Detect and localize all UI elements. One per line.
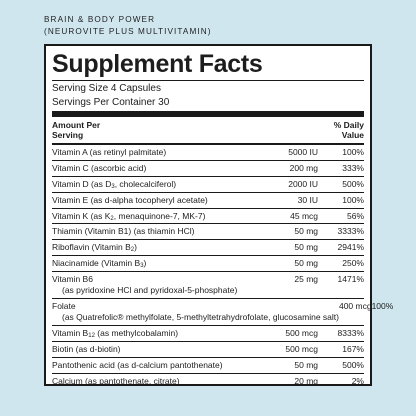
column-header: Amount Per Serving % Daily Value [52, 117, 364, 145]
product-name: (NEUROVITE PLUS MULTIVITAMIN) [44, 27, 212, 36]
nutrient-amount: 500 mcg [285, 328, 318, 339]
nutrient-daily-value: 100% [342, 146, 364, 157]
nutrient-row: Biotin (as d-biotin) 500 mcg 167% [52, 342, 364, 358]
nutrient-amount: 45 mcg [290, 210, 318, 221]
nutrient-row: Folate (as Quatrefolic® methylfolate, 5-m… [52, 299, 393, 327]
nutrient-label: Vitamin B6 [52, 274, 93, 285]
nutrient-daily-value: 3333% [337, 226, 364, 237]
nutrient-row: Calcium (as pantothenate, citrate) 20 mg 2… [52, 374, 364, 390]
thick-divider [52, 111, 364, 117]
nutrient-name: Niacinamide (Vitamin B3) [52, 258, 266, 269]
nutrient-label: Vitamin E (as d-alpha tocopheryl acetate… [52, 194, 208, 205]
nutrient-label: Pantothenic acid (as d-calcium pantothen… [52, 359, 223, 370]
brand-name: BRAIN & BODY POWER [44, 15, 156, 24]
nutrient-amount: 200 mg [289, 162, 318, 173]
nutrient-row: Vitamin A (as retinyl palmitate) 5000 IU 1… [52, 145, 364, 161]
nutrient-label: Vitamin A (as retinyl palmitate) [52, 146, 167, 157]
servings-per-container: Servings Per Container 30 [52, 96, 170, 108]
nutrient-row: Vitamin E (as d-alpha tocopheryl acetate… [52, 193, 364, 209]
panel-title: Supplement Facts [52, 49, 364, 81]
nutrient-daily-value: 2941% [337, 242, 364, 253]
nutrient-name: Biotin (as d-biotin) [52, 344, 266, 355]
nutrient-daily-value: 1471% [337, 274, 364, 285]
nutrient-row: Riboflavin (Vitamin B2) 50 mg 2941% [52, 240, 364, 257]
nutrient-label: Vitamin D (as D3, cholecalciferol) [52, 178, 177, 190]
nutrient-amount: 50 mg [294, 242, 318, 253]
nutrient-row: Vitamin D (as D3, cholecalciferol) 2000 I… [52, 177, 364, 193]
nutrient-row: Niacinamide (Vitamin B3) 50 mg 250% [52, 256, 364, 273]
nutrient-row: Pantothenic acid (as d-calcium pantothen… [52, 358, 364, 374]
nutrient-amount: 5000 IU [288, 146, 318, 157]
nutrient-amount: 20 mg [294, 376, 318, 387]
nutrient-name: Vitamin C (ascorbic acid) [52, 163, 266, 174]
nutrient-name: Vitamin D (as D3, cholecalciferol) [52, 179, 266, 190]
supplement-facts-panel: Supplement Facts Serving Size 4 Capsules… [44, 44, 393, 386]
amount-header: Amount Per Serving [52, 120, 101, 140]
nutrient-daily-value: 100% [371, 301, 394, 312]
nutrient-name: Vitamin B12 (as methylcobalamin) [52, 328, 266, 339]
nutrient-source: (as pyridoxine HCl and pyridoxal-5-phosp… [62, 285, 238, 296]
nutrient-name: Vitamin E (as d-alpha tocopheryl acetate… [52, 195, 266, 206]
nutrient-daily-value: 2% [351, 376, 364, 387]
nutrient-row: Vitamin C (ascorbic acid) 200 mg 333% [52, 161, 364, 177]
nutrient-label: Biotin (as d-biotin) [52, 343, 121, 354]
nutrient-daily-value: 333% [342, 162, 364, 173]
nutrient-daily-value: 250% [342, 258, 364, 269]
nutrient-daily-value: 8333% [337, 328, 364, 339]
nutrient-amount: 25 mg [294, 274, 318, 285]
daily-value-header: % Daily Value [333, 120, 364, 140]
nutrient-amount: 30 IU [297, 194, 318, 205]
nutrient-row: Thiamin (Vitamin B1) (as thiamin HCl) 50 … [52, 224, 364, 241]
nutrient-amount: 50 mg [294, 226, 318, 237]
nutrient-name: Vitamin A (as retinyl palmitate) [52, 147, 266, 158]
brand-header: BRAIN & BODY POWER (NEUROVITE PLUS MULTI… [44, 14, 212, 38]
nutrient-amount: 500 mcg [285, 343, 318, 354]
nutrient-daily-value: 100% [342, 194, 364, 205]
serving-size: Serving Size 4 Capsules [52, 83, 161, 94]
nutrient-daily-value: 500% [342, 178, 364, 189]
nutrient-row: Vitamin K (as K2, menaquinone-7, MK-7) 45… [52, 209, 364, 225]
nutrient-label: Niacinamide (Vitamin B3) [52, 258, 147, 270]
nutrient-name: Calcium (as pantothenate, citrate) [52, 376, 266, 387]
nutrient-label: Riboflavin (Vitamin B2) [52, 242, 137, 254]
nutrient-name: Folate (as Quatrefolic® methylfolate, 5-m… [52, 301, 339, 323]
nutrient-amount: 2000 IU [288, 178, 318, 189]
nutrient-amount: 50 mg [294, 258, 318, 269]
nutrient-daily-value: 167% [342, 343, 364, 354]
nutrient-name: Thiamin (Vitamin B1) (as thiamin HCl) [52, 226, 266, 237]
nutrient-row: Vitamin B12 (as methylcobalamin) 500 mcg 8… [52, 326, 364, 343]
nutrient-daily-value: 56% [346, 210, 364, 221]
nutrient-label: Thiamin (Vitamin B1) (as thiamin HCl) [52, 226, 195, 237]
nutrient-name: Riboflavin (Vitamin B2) [52, 242, 266, 253]
nutrient-list: Vitamin A (as retinyl palmitate) 5000 IU 1… [52, 145, 393, 390]
nutrient-amount: 400 mcg [338, 301, 372, 312]
nutrient-name: Vitamin B6 (as pyridoxine HCl and pyridox… [52, 274, 266, 296]
nutrient-name: Vitamin K (as K2, menaquinone-7, MK-7) [52, 211, 266, 222]
nutrient-label: Vitamin B12 (as methylcobalamin) [52, 328, 179, 340]
nutrient-amount: 50 mg [294, 359, 318, 370]
nutrient-source: (as Quatrefolic® methylfolate, 5-methylt… [62, 312, 339, 323]
nutrient-name: Pantothenic acid (as d-calcium pantothen… [52, 360, 266, 371]
nutrient-row: Vitamin B6 (as pyridoxine HCl and pyridox… [52, 272, 364, 300]
nutrient-label: Vitamin C (ascorbic acid) [52, 162, 147, 173]
nutrient-label: Calcium (as pantothenate, citrate) [52, 376, 180, 387]
nutrient-label: Folate [52, 301, 76, 312]
nutrient-daily-value: 500% [342, 359, 364, 370]
nutrient-label: Vitamin K (as K2, menaquinone-7, MK-7) [52, 210, 206, 222]
